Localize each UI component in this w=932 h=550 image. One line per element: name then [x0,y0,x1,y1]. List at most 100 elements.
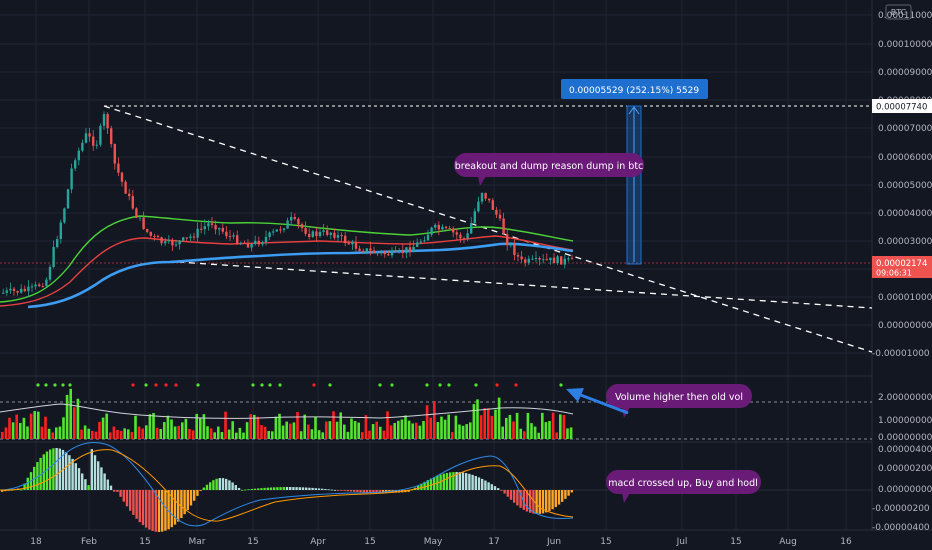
candle-body[interactable] [318,231,322,237]
candle-body[interactable] [462,238,466,240]
volume-bar[interactable] [256,416,260,439]
volume-bar[interactable] [346,431,350,439]
candle-body[interactable] [484,193,487,199]
macd-histogram-bar[interactable] [561,490,564,502]
macd-histogram-bar[interactable] [177,490,180,522]
volume-bar[interactable] [80,429,83,439]
macd-histogram-bar[interactable] [39,457,42,490]
volume-bar[interactable] [87,428,90,439]
volume-bar[interactable] [206,426,209,439]
volume-bar[interactable] [33,411,36,439]
macd-histogram-bar[interactable] [545,490,548,513]
candle-body[interactable] [570,258,574,260]
macd-histogram-bar[interactable] [196,490,199,496]
currency-badge[interactable]: BTC [885,4,912,20]
volume-bar[interactable] [508,414,512,439]
macd-histogram-bar[interactable] [378,490,381,493]
macd-histogram-bar[interactable] [506,490,509,497]
candle-body[interactable] [225,231,228,237]
candle-body[interactable] [423,240,426,242]
volume-bar[interactable] [47,428,51,439]
candle-body[interactable] [232,235,235,237]
macd-histogram-bar[interactable] [145,490,148,528]
candle-body[interactable] [120,172,124,182]
macd-histogram-bar[interactable] [433,477,436,490]
macd-histogram-bar[interactable] [228,480,231,490]
volume-bar[interactable] [281,425,285,439]
volume-bar[interactable] [177,425,180,439]
volume-bar[interactable] [451,432,454,439]
candle-body[interactable] [516,255,520,257]
volume-bar[interactable] [83,425,87,439]
candle-body[interactable] [513,244,516,256]
candle-body[interactable] [351,242,354,245]
candle-body[interactable] [362,250,365,253]
volume-bar[interactable] [483,408,486,439]
volume-bar[interactable] [37,411,40,439]
candle-body[interactable] [297,218,300,225]
candle-body[interactable] [448,227,451,229]
breakout-callout[interactable]: breakout and dump reason dump in btc [454,153,644,186]
volume-bar[interactable] [202,414,206,439]
macd-histogram-bar[interactable] [100,467,103,490]
candle-body[interactable] [344,235,347,244]
volume-bar[interactable] [271,431,274,439]
candle-body[interactable] [567,258,570,260]
macd-histogram-bar[interactable] [301,487,305,490]
candle-body[interactable] [329,232,332,235]
candle-body[interactable] [495,209,498,215]
candle-body[interactable] [74,160,77,169]
macd-histogram-bar[interactable] [183,490,186,515]
macd-histogram-bar[interactable] [564,490,567,499]
volume-bar[interactable] [22,417,26,439]
macd-histogram-bar[interactable] [74,463,77,490]
macd-histogram-bar[interactable] [116,490,119,492]
macd-callout[interactable]: macd crossed up, Buy and hodl [606,470,761,503]
volume-bar[interactable] [15,414,18,439]
macd-histogram-bar[interactable] [279,487,282,490]
macd-histogram-bar[interactable] [426,480,429,490]
price-candles[interactable] [2,111,574,297]
macd-histogram-bar[interactable] [311,487,314,490]
volume-bar[interactable] [325,421,328,439]
candle-body[interactable] [531,258,534,260]
macd-histogram-bar[interactable] [493,486,497,490]
volume-bar[interactable] [109,432,112,439]
candle-body[interactable] [135,208,138,218]
volume-bar[interactable] [548,421,551,439]
volume-bar[interactable] [119,430,123,439]
volume-bar[interactable] [116,429,119,439]
candle-body[interactable] [200,228,203,230]
volume-bar[interactable] [411,423,414,439]
volume-bar[interactable] [497,397,501,439]
macd-histogram-bar[interactable] [65,452,68,490]
macd-histogram-bar[interactable] [148,490,151,530]
macd-histogram-bar[interactable] [343,490,346,491]
macd-histogram-bar[interactable] [135,490,138,519]
volume-bar[interactable] [91,430,94,439]
macd-histogram-bar[interactable] [359,490,362,493]
macd-histogram-bar[interactable] [458,472,461,490]
candle-body[interactable] [138,217,142,219]
macd-histogram-bar[interactable] [58,448,61,490]
volume-bar[interactable] [339,412,342,439]
candle-body[interactable] [556,256,559,264]
volume-bar[interactable] [296,412,299,439]
candle-body[interactable] [185,237,188,239]
candle-body[interactable] [34,284,37,287]
macd-histogram-bar[interactable] [167,490,170,530]
candle-body[interactable] [466,233,469,239]
volume-bar[interactable] [533,426,537,439]
volume-bar[interactable] [515,412,519,439]
macd-histogram-bar[interactable] [394,490,397,493]
candle-body[interactable] [354,242,358,249]
macd-histogram-bar[interactable] [97,461,100,490]
volume-bar[interactable] [361,432,364,439]
volume-bar[interactable] [393,422,396,439]
candle-body[interactable] [444,226,448,228]
macd-histogram-bar[interactable] [141,490,145,526]
candle-body[interactable] [365,248,368,253]
volume-bar[interactable] [332,411,335,439]
macd-histogram-bar[interactable] [468,473,471,490]
macd-histogram-bar[interactable] [535,490,538,514]
